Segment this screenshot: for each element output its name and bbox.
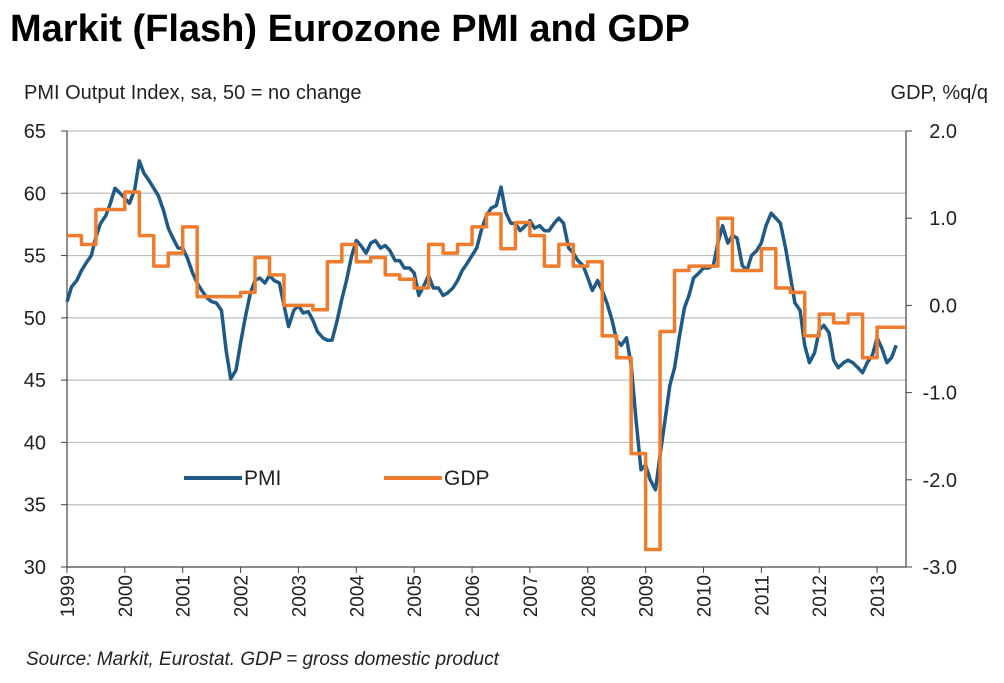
right-tick-label: 0.0 — [929, 295, 957, 317]
x-tick-label: 2011 — [752, 575, 773, 616]
right-axis-label: GDP, %q/q — [890, 82, 988, 104]
legend-label-pmi: PMI — [244, 467, 281, 490]
left-tick-label: 40 — [24, 432, 46, 454]
left-tick-label: 45 — [24, 370, 46, 392]
legend-label-gdp: GDP — [444, 467, 490, 490]
x-tick-label: 2010 — [694, 575, 715, 617]
series-line-pmi — [65, 159, 898, 492]
left-tick-label: 55 — [24, 246, 46, 268]
left-tick-label: 65 — [24, 121, 46, 143]
right-tick-label: -1.0 — [923, 383, 957, 405]
x-tick-label: 2008 — [579, 575, 600, 617]
left-tick-label: 60 — [24, 183, 46, 205]
x-tick-label: 2006 — [463, 575, 484, 617]
x-axis-ticks: 1999 2000 2001 2002 2003 2004 2005 2006 2007 2008… — [58, 567, 889, 617]
x-tick-label: 2005 — [405, 575, 426, 617]
right-tick-label: 2.0 — [929, 121, 957, 143]
gridlines — [67, 130, 906, 506]
legend: PMI GDP — [184, 467, 490, 490]
x-tick-label: 2000 — [116, 575, 137, 617]
left-tick-label: 50 — [24, 308, 46, 330]
x-tick-label: 2007 — [521, 575, 542, 617]
x-tick-label: 2004 — [347, 575, 368, 618]
left-axis-ticks: 65 60 55 50 45 40 35 30 — [24, 121, 67, 579]
x-tick-label: 2012 — [810, 575, 831, 617]
source-note: Source: Markit, Eurostat. GDP = gross do… — [26, 649, 499, 670]
right-tick-label: 1.0 — [929, 208, 957, 230]
x-tick-label: 2002 — [232, 575, 253, 617]
x-tick-label: 2001 — [174, 575, 195, 617]
x-tick-label: 2013 — [868, 575, 889, 617]
axes — [66, 131, 907, 568]
right-tick-label: -3.0 — [923, 557, 957, 579]
left-tick-label: 30 — [24, 557, 46, 579]
x-tick-label: 2009 — [637, 575, 658, 617]
x-tick-label: 2003 — [289, 575, 310, 617]
right-axis-ticks: 2.0 1.0 0.0 -1.0 -2.0 -3.0 — [906, 121, 957, 579]
right-tick-label: -2.0 — [923, 470, 957, 492]
chart-title: Markit (Flash) Eurozone PMI and GDP — [10, 8, 690, 50]
left-axis-label: PMI Output Index, sa, 50 = no change — [24, 82, 362, 104]
x-tick-label: 1999 — [58, 575, 79, 617]
series-lines — [65, 159, 906, 552]
series-line-gdp — [67, 190, 906, 552]
left-tick-label: 35 — [24, 495, 46, 517]
